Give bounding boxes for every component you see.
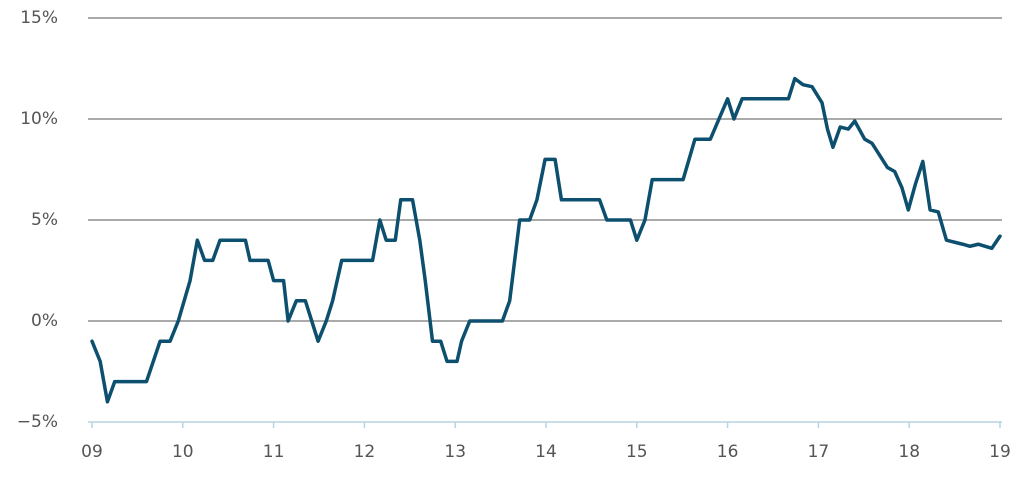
y-tick-label: 15% — [20, 8, 58, 28]
x-tick-label: 09 — [81, 442, 103, 462]
x-tick-label: 11 — [263, 442, 285, 462]
x-tick-label: 12 — [354, 442, 376, 462]
line — [90, 76, 1002, 404]
y-tick-label: 0% — [31, 311, 58, 331]
x-tick-label: 13 — [444, 442, 466, 462]
x-tick-label: 19 — [989, 442, 1011, 462]
x-tick-label: 17 — [808, 442, 830, 462]
y-tick-label: 5% — [31, 210, 58, 230]
x-tick-label: 18 — [898, 442, 920, 462]
y-tick-label: −5% — [17, 412, 58, 432]
y-tick-label: 10% — [20, 109, 58, 129]
x-tick-label: 14 — [535, 442, 557, 462]
x-tick-label: 10 — [172, 442, 194, 462]
x-tick-label: 15 — [626, 442, 648, 462]
x-tick-label: 16 — [717, 442, 739, 462]
